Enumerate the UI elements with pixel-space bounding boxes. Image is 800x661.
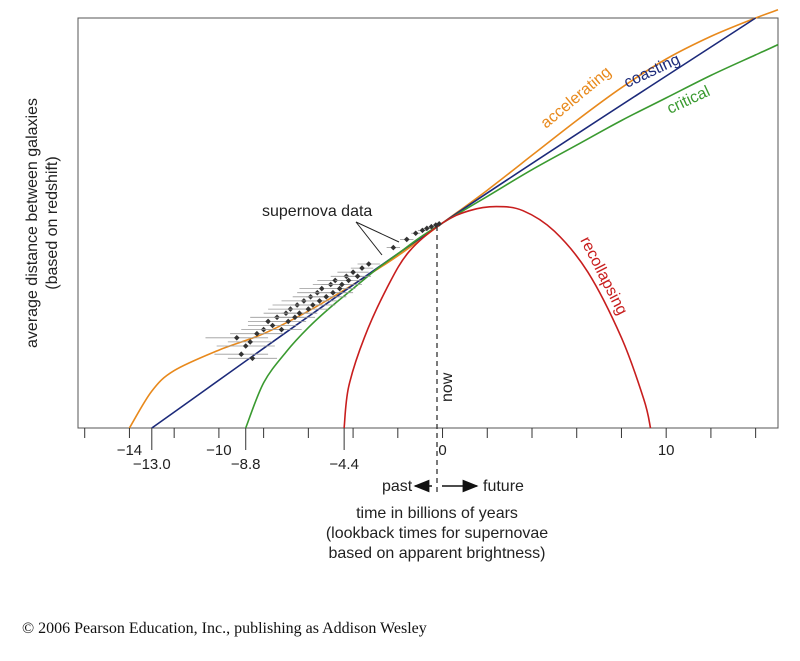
- supernova-marker: [323, 294, 330, 300]
- series-line-recollapsing: [343, 205, 652, 429]
- supernova-point: [411, 230, 421, 237]
- x-axis-title-line-3: based on apparent brightness): [328, 545, 545, 562]
- supernova-marker: [436, 221, 442, 227]
- supernova-pointer-1: [355, 221, 383, 256]
- series-line-critical: [244, 43, 779, 429]
- supernova-marker: [238, 351, 245, 357]
- supernova-points-layer: [205, 221, 442, 362]
- supernova-point: [274, 314, 316, 321]
- copyright-notice: © 2006 Pearson Education, Inc., publishi…: [22, 620, 427, 637]
- supernova-point: [288, 306, 329, 312]
- supernova-marker: [332, 277, 338, 284]
- supernova-point: [205, 335, 269, 341]
- supernova-marker: [269, 322, 276, 329]
- supernova-marker: [419, 227, 426, 234]
- supernova-point: [400, 236, 414, 243]
- supernova-marker: [285, 318, 292, 325]
- supernova-point: [227, 339, 273, 345]
- y-axis-title-line-2: (based on redshift): [44, 156, 61, 289]
- x-tick-label: −14: [117, 442, 142, 459]
- supernova-point: [350, 265, 374, 271]
- supernova-marker: [359, 265, 365, 271]
- supernova-marker: [345, 277, 352, 284]
- x-axis: −14 −10 0 10 −13.0 −8.8 −4.4: [84, 428, 757, 473]
- supernova-point: [324, 285, 356, 292]
- supernova-point: [301, 298, 338, 304]
- supernova-marker: [278, 326, 285, 333]
- supernova-point: [335, 277, 363, 284]
- supernova-point: [428, 223, 435, 230]
- supernova-marker: [433, 222, 439, 228]
- supernova-marker: [428, 223, 435, 230]
- supernova-marker: [305, 306, 312, 312]
- x-tick-label: 10: [658, 442, 675, 459]
- future-label: future: [483, 478, 524, 495]
- supernova-point: [417, 227, 427, 234]
- series-label-critical: critical: [665, 83, 713, 118]
- x-axis-title-line-2: (lookback times for supernovae: [326, 525, 548, 542]
- supernova-marker: [249, 355, 256, 362]
- supernova-point: [247, 322, 298, 329]
- y-axis-title-line-1: average distance between galaxies: [24, 98, 41, 348]
- supernova-marker: [350, 269, 356, 275]
- supernova-marker: [412, 230, 419, 237]
- supernova-point: [312, 289, 354, 296]
- now-label: now: [439, 372, 456, 402]
- supernova-point: [230, 330, 284, 337]
- supernova-point: [436, 221, 442, 227]
- supernova-point: [290, 302, 336, 308]
- supernova-marker: [354, 273, 361, 280]
- supernova-marker: [254, 330, 260, 337]
- x-tick-label-lower: −13.0: [133, 456, 171, 473]
- supernova-marker: [310, 302, 316, 308]
- supernova-pointer-2: [355, 221, 400, 243]
- series-label-recollapsing: recollapsing: [576, 234, 630, 318]
- supernova-point: [386, 244, 401, 251]
- supernova-marker: [296, 310, 303, 316]
- supernova-point: [357, 261, 380, 267]
- supernova-marker: [318, 285, 325, 292]
- supernova-point: [281, 310, 318, 316]
- series-layer: [128, 9, 779, 429]
- supernova-marker: [403, 236, 410, 243]
- supernova-point: [227, 355, 278, 362]
- supernova-marker: [242, 343, 249, 349]
- supernova-point: [261, 326, 302, 333]
- supernova-point: [344, 273, 371, 280]
- supernova-marker: [336, 285, 343, 292]
- supernova-point: [216, 343, 275, 349]
- x-tick-label: −10: [206, 442, 231, 459]
- x-tick-label-lower: −8.8: [231, 456, 261, 473]
- supernova-point: [270, 318, 307, 325]
- supernova-point: [214, 351, 269, 357]
- supernova-marker: [390, 244, 397, 251]
- supernova-marker: [316, 298, 323, 304]
- supernova-point: [306, 294, 347, 300]
- plot-frame: [77, 17, 779, 429]
- x-tick-label-lower: −4.4: [329, 456, 359, 473]
- supernova-marker: [292, 314, 298, 321]
- supernova-label: supernova data: [262, 203, 372, 220]
- x-tick-label: 0: [438, 442, 446, 459]
- x-axis-title-line-1: time in billions of years: [356, 505, 518, 522]
- series-line-coasting: [151, 17, 757, 429]
- supernova-marker: [247, 339, 254, 345]
- supernova-point: [321, 281, 363, 288]
- past-label: past: [382, 478, 413, 495]
- supernova-marker: [339, 281, 345, 288]
- supernova-marker: [365, 261, 372, 267]
- series-line-accelerating: [128, 9, 779, 429]
- supernova-point: [423, 225, 431, 232]
- supernova-marker: [424, 225, 430, 232]
- supernova-point: [337, 269, 369, 275]
- supernova-point: [433, 222, 439, 228]
- supernova-marker: [330, 289, 336, 296]
- supernova-marker: [233, 335, 240, 341]
- supernova-marker: [265, 318, 271, 325]
